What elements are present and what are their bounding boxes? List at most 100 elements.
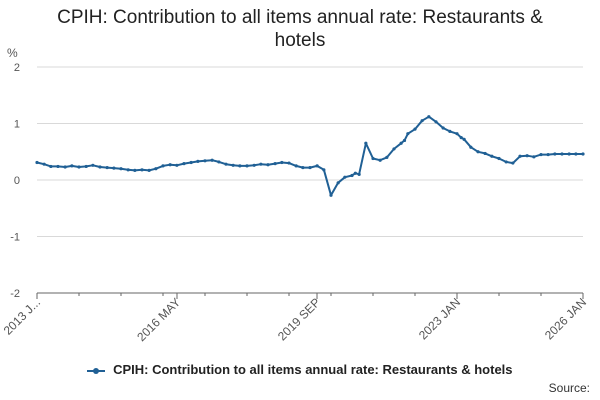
data-point [490, 154, 494, 158]
data-point [84, 164, 88, 169]
data-point [175, 163, 179, 167]
data-point [91, 163, 95, 167]
data-point [364, 141, 368, 145]
chart-title-line-2: hotels [274, 30, 326, 51]
data-point [126, 168, 130, 172]
data-point [420, 119, 424, 123]
y-axis-label: % [7, 46, 18, 60]
data-point [140, 168, 144, 172]
data-point [469, 145, 473, 149]
data-point [574, 152, 578, 156]
data-point [287, 161, 291, 165]
data-point [483, 151, 487, 156]
data-point [441, 126, 445, 130]
data-point [315, 164, 319, 168]
data-point [154, 167, 158, 171]
data-point [455, 132, 459, 136]
data-point [280, 160, 284, 165]
data-point [63, 165, 67, 169]
data-point [217, 160, 221, 164]
data-point [182, 162, 186, 166]
grid-lines [37, 66, 583, 237]
data-point [35, 160, 39, 165]
data-point [353, 171, 357, 175]
data-point [385, 155, 389, 159]
chart-title-line-1: CPIH: Contribution to all items annual r… [57, 7, 543, 28]
chart-title: CPIH: Contribution to all items annual r… [0, 6, 600, 52]
data-point [168, 163, 172, 167]
data-point [378, 158, 382, 162]
data-point [266, 163, 270, 167]
data-point [56, 164, 60, 169]
data-point [525, 154, 529, 158]
x-tick-label: 2026 JAN [542, 295, 589, 342]
data-point [49, 164, 53, 169]
data-point [497, 156, 501, 161]
data-point [210, 158, 214, 162]
data-point [203, 159, 207, 163]
data-point [77, 165, 81, 169]
source-label: Source: [548, 381, 590, 395]
x-tick-label: 2013 J... [1, 295, 43, 337]
legend-line-marker-icon [87, 367, 106, 374]
data-point [350, 173, 354, 178]
data-point [402, 138, 407, 143]
data-point [308, 165, 312, 170]
data-point [98, 165, 102, 169]
data-point [553, 152, 557, 156]
data-point [357, 172, 361, 176]
data-point [133, 168, 137, 172]
data-point [238, 164, 242, 168]
data-point [567, 152, 571, 156]
series-group [35, 115, 585, 197]
y-tick-label: -1 [10, 232, 20, 244]
data-point [329, 193, 333, 197]
data-point [462, 137, 466, 141]
data-point [532, 155, 536, 159]
data-point [70, 164, 74, 168]
x-tick-label: 2016 MAY [134, 295, 183, 344]
x-axis: 2013 J... 2016 MAY 2019 SEP 2023 JAN 2026 JA… [1, 292, 589, 344]
data-point [161, 164, 165, 168]
data-point [581, 152, 585, 156]
data-point [427, 115, 431, 119]
data-point [147, 168, 151, 172]
data-point [273, 162, 277, 166]
data-point [406, 132, 410, 136]
data-point [42, 162, 46, 166]
x-tick-label: 2023 JAN [416, 295, 463, 342]
data-point [371, 156, 375, 161]
data-point [259, 162, 263, 166]
data-point [112, 166, 116, 170]
data-point [459, 136, 463, 140]
data-point [336, 181, 340, 185]
data-point [105, 165, 109, 170]
legend-label: CPIH: Contribution to all items annual r… [113, 362, 513, 377]
data-point [245, 164, 249, 168]
data-point [294, 164, 298, 168]
data-point [560, 152, 564, 156]
data-point [476, 150, 480, 154]
y-tick-label: 0 [14, 175, 20, 187]
legend: CPIH: Contribution to all items annual r… [0, 362, 600, 377]
data-point [434, 120, 438, 124]
data-point [252, 163, 256, 167]
data-point [322, 168, 326, 172]
data-point [119, 167, 123, 171]
y-tick-labels: 2 1 0 -1 -2 [10, 62, 20, 300]
data-point [189, 160, 193, 165]
data-point [546, 152, 550, 157]
data-point [392, 147, 396, 151]
data-point [224, 162, 228, 166]
data-point [399, 141, 403, 145]
data-point [504, 160, 508, 164]
series-line [36, 115, 584, 197]
data-point [231, 163, 235, 167]
data-point [518, 154, 522, 158]
data-point [448, 129, 452, 134]
data-point [196, 159, 200, 163]
data-point [413, 127, 417, 131]
y-tick-label: 2 [14, 62, 20, 74]
y-tick-label: 1 [14, 119, 20, 131]
